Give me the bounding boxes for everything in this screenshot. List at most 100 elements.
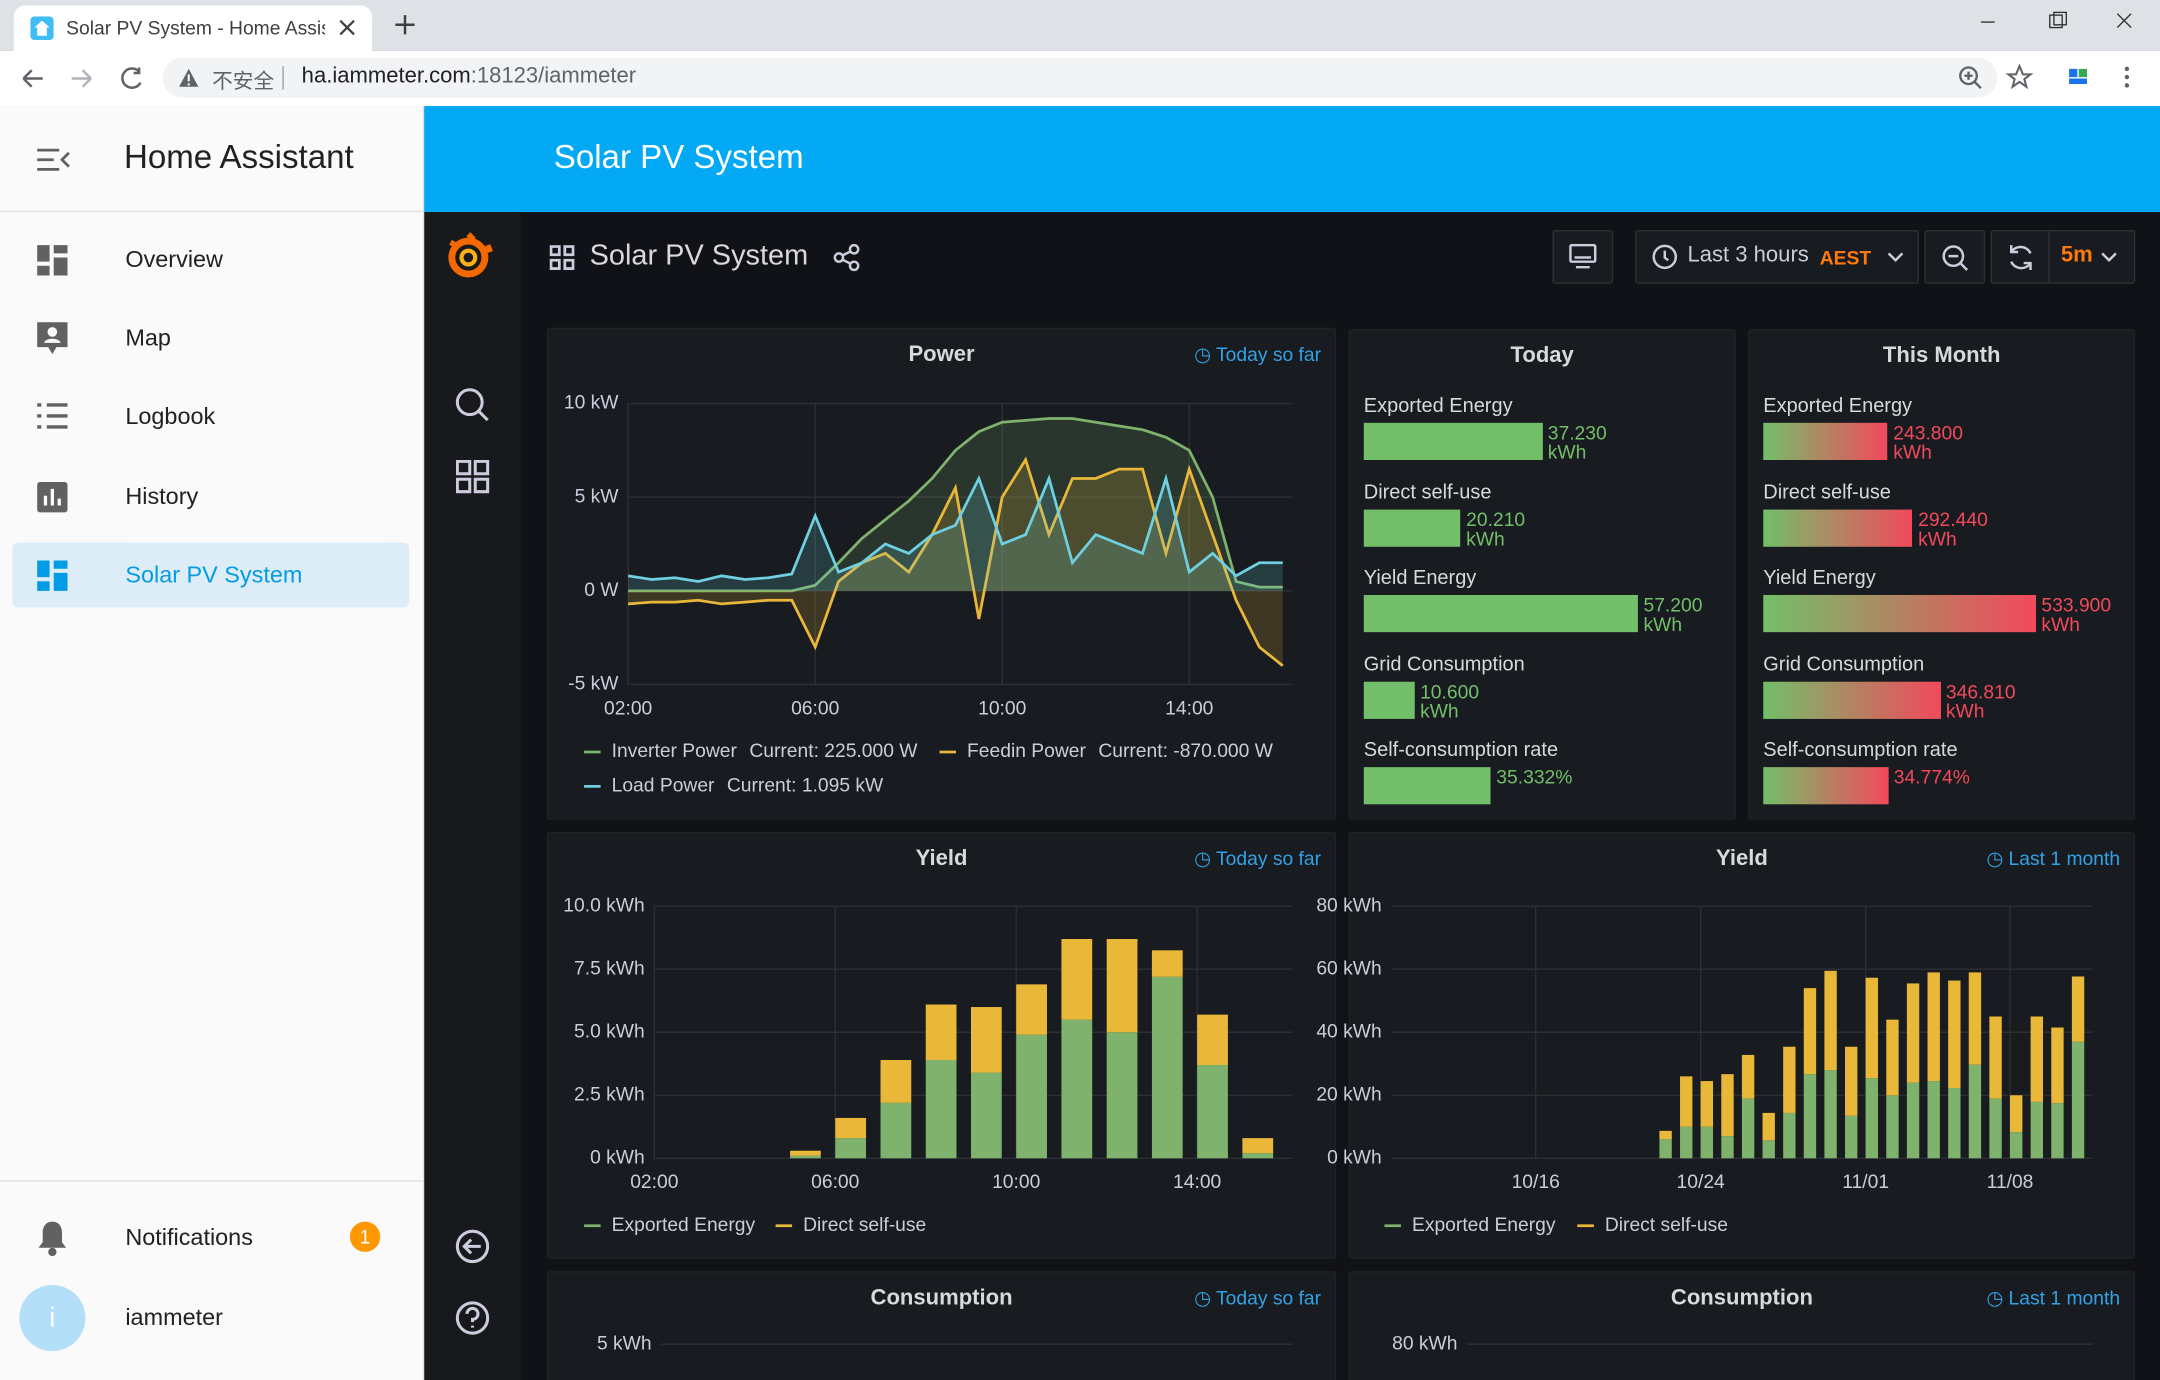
nav-label: History (125, 483, 199, 510)
x-tick-label: 02:00 (630, 1172, 678, 1193)
help-icon[interactable] (455, 1300, 491, 1336)
bar (790, 1150, 821, 1156)
gauge-bar (1763, 681, 1941, 719)
gauge-value: 292.440 kWh (1918, 507, 1988, 549)
header-title: Solar PV System (553, 139, 804, 177)
bar (1680, 1076, 1693, 1127)
bar (1762, 1112, 1775, 1141)
legend-label: Exported Energy (1412, 1215, 1556, 1236)
legend-label: Inverter Power (612, 741, 738, 762)
tv-mode-button[interactable] (1552, 230, 1614, 284)
bar (1741, 1098, 1755, 1159)
url-host: ha.iammeter.com (301, 64, 471, 89)
chart: 80 kWh (1392, 1333, 2093, 1354)
dashboards-icon[interactable] (455, 460, 490, 494)
notification-badge: 1 (349, 1221, 381, 1252)
window-controls[interactable] (1978, 11, 2143, 39)
bar (1741, 1054, 1755, 1099)
bar (790, 1155, 821, 1159)
zoom-out-button[interactable] (1924, 230, 1986, 284)
refresh-icon (2009, 245, 2032, 270)
x-tick-label: 10:00 (992, 1172, 1040, 1193)
url: ha.iammeter.com:18123/iammeter (302, 65, 636, 90)
bar (880, 1059, 912, 1103)
gauge-value: 34.774% (1893, 765, 1970, 788)
refresh-button[interactable] (1990, 230, 2052, 284)
warning-icon (179, 68, 199, 87)
monitor-icon (1569, 243, 1597, 269)
user-avatar[interactable]: i (19, 1284, 86, 1352)
line (628, 417, 1283, 593)
legend-current: Current: 225.000 W (749, 741, 918, 762)
gauge-label: Exported Energy (1763, 395, 1913, 418)
panel: Consumption ◷ Last 1 month (1348, 1271, 2136, 1380)
bar (1106, 1032, 1138, 1159)
y-tick-label: 0 kWh (590, 1147, 645, 1168)
legend-current: Current: -870.000 W (1098, 741, 1273, 762)
browser-actions[interactable] (1956, 63, 2149, 93)
new-tab[interactable] (394, 14, 416, 36)
nav-label: Logbook (125, 403, 216, 430)
url-bar[interactable]: 不安全 ha.iammeter.com:18123/iammeter (162, 57, 1998, 98)
nav-buttons[interactable] (19, 65, 150, 93)
bar (1886, 1095, 1899, 1159)
search-icon[interactable] (455, 387, 491, 423)
gauge-label: Direct self-use (1363, 481, 1492, 504)
panel-title: Power (908, 342, 975, 367)
nav-item[interactable]: Overview (12, 227, 409, 292)
y-tick-label: -5 kW (568, 674, 619, 695)
bar (1016, 984, 1047, 1035)
dashboard-title[interactable]: Solar PV System (589, 239, 809, 272)
bar (2010, 1132, 2023, 1159)
gauge-bar (1363, 594, 1638, 633)
bar (1700, 1126, 1714, 1159)
gauge-value: 533.900 kWh (2041, 593, 2112, 635)
notifications[interactable]: Notifications 1 (12, 1205, 409, 1270)
grafana-logo[interactable] (444, 231, 496, 283)
line (628, 456, 1284, 667)
signin-icon[interactable] (455, 1229, 491, 1265)
bar (1948, 980, 1961, 1089)
nav-item[interactable]: Map (12, 306, 409, 371)
bar (1948, 1088, 1961, 1159)
bar (1824, 1070, 1837, 1159)
bar (1659, 1130, 1672, 1140)
bar (1700, 1081, 1714, 1127)
notifications-label: Notifications (125, 1224, 253, 1251)
bell-icon (38, 1221, 67, 1257)
bar (2010, 1095, 2023, 1133)
legend-label: Exported Energy (612, 1215, 756, 1236)
y-tick-label: 10 kW (564, 393, 619, 414)
gauge-label: Yield Energy (1363, 567, 1477, 590)
sidebar: Home Assistant Overview Map Logbook Hist… (0, 106, 425, 1380)
browser-tab[interactable]: Solar PV System - Home Assis (13, 5, 372, 51)
panel: Yield ◷ Last 1 month (1348, 831, 2136, 1259)
nav-item-active[interactable]: Solar PV System (12, 542, 410, 608)
menu-icon[interactable] (36, 147, 72, 172)
area-fill (628, 459, 1283, 666)
panel: Consumption ◷ Today so far (546, 1271, 1337, 1380)
bar (1803, 1074, 1817, 1159)
refresh-interval[interactable]: 5m (2048, 230, 2136, 284)
user-name: iammeter (125, 1304, 223, 1331)
dashboard-grid-icon (549, 245, 575, 270)
tab-close[interactable] (339, 19, 356, 36)
x-tick-label: 10:00 (978, 698, 1026, 719)
nav-item[interactable]: Logbook (12, 384, 409, 449)
bar (1865, 1078, 1879, 1159)
gauge-bar (1363, 767, 1491, 805)
x-tick-label: 06:00 (791, 698, 839, 719)
x-tick-label: 14:00 (1173, 1172, 1221, 1193)
gauge-bar (1763, 767, 1889, 805)
y-tick-label: 10.0 kWh (563, 895, 644, 916)
bar (1016, 1034, 1047, 1159)
share-icon[interactable] (833, 243, 861, 272)
nav-item[interactable]: History (12, 464, 409, 529)
time-picker[interactable]: Last 3 hours AEST (1635, 230, 1919, 284)
legend-current: Current: 1.095 kW (727, 776, 884, 797)
gauge-value: 57.200 kWh (1643, 593, 1703, 635)
y-tick-label: 5.0 kWh (574, 1021, 645, 1042)
gauge-bar (1763, 508, 1913, 547)
